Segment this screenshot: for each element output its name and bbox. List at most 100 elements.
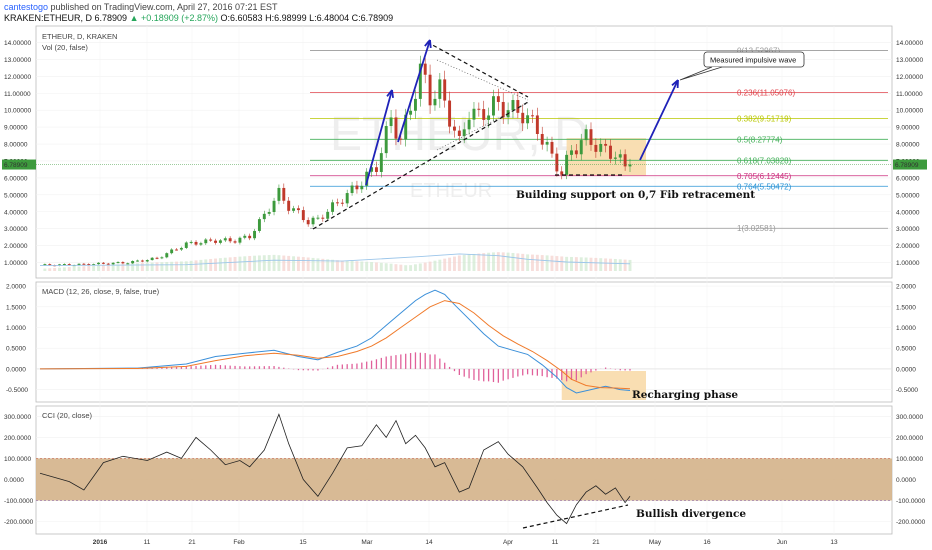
volume-bar bbox=[453, 256, 456, 271]
candle-body bbox=[248, 235, 252, 239]
price-tick-right: 13.00000 bbox=[896, 57, 923, 64]
fib-label: 0.236(11.05076) bbox=[737, 88, 795, 97]
candle-body bbox=[453, 126, 456, 131]
cci-tick-right: -100.0000 bbox=[896, 498, 926, 505]
volume-bar bbox=[492, 252, 495, 271]
volume-bar bbox=[165, 261, 169, 271]
candle-body bbox=[97, 262, 100, 265]
candle-body bbox=[428, 74, 432, 106]
candle-body bbox=[618, 154, 622, 158]
cci-tick-right: 300.0000 bbox=[896, 414, 923, 421]
candle-body bbox=[238, 237, 242, 243]
candle-body bbox=[389, 117, 393, 127]
volume-bar bbox=[204, 259, 208, 271]
candle-body bbox=[472, 108, 476, 120]
volume-bar bbox=[282, 255, 286, 271]
volume-bar bbox=[233, 256, 237, 271]
cci-tick-left: 200.0000 bbox=[4, 435, 31, 442]
volume-bar bbox=[194, 260, 198, 271]
macd-title: MACD (12, 26, close, 9, false, true) bbox=[42, 287, 160, 296]
candle-body bbox=[116, 262, 120, 264]
volume-bar bbox=[555, 256, 559, 271]
volume-bar bbox=[340, 260, 344, 271]
volume-bar bbox=[262, 255, 266, 271]
candle-body bbox=[228, 238, 232, 242]
price-tick-right: 8.00000 bbox=[896, 142, 920, 149]
candle-body bbox=[335, 202, 339, 204]
candle-body bbox=[594, 144, 598, 152]
volume-bar bbox=[521, 253, 525, 271]
candle-body bbox=[175, 249, 178, 251]
price-tick-right: 2.00000 bbox=[896, 243, 920, 250]
volume-bar bbox=[526, 254, 530, 271]
candle-body bbox=[184, 242, 188, 248]
volume-bar bbox=[477, 253, 481, 271]
volume-bar bbox=[257, 255, 261, 271]
price-tick-left: 12.00000 bbox=[4, 74, 31, 81]
price-pane bbox=[35, 25, 893, 279]
candle-body bbox=[628, 164, 632, 167]
divergence-line bbox=[522, 504, 629, 529]
volume-ma-line bbox=[39, 253, 631, 267]
candle-body bbox=[413, 98, 417, 111]
price-tick-left: 14.00000 bbox=[4, 40, 31, 47]
candle-body bbox=[43, 264, 47, 266]
impulse-arrow-2 bbox=[397, 39, 431, 143]
candle-body bbox=[570, 150, 573, 155]
candle-body bbox=[477, 108, 481, 110]
volume-bar bbox=[218, 258, 222, 271]
candle-body bbox=[62, 264, 66, 266]
candle-body bbox=[296, 208, 300, 211]
price-tick-right: 3.00000 bbox=[896, 226, 920, 233]
candle-body bbox=[345, 193, 349, 204]
volume-bar bbox=[145, 262, 149, 271]
volume-bar bbox=[43, 268, 47, 271]
impulse-arrow-1 bbox=[365, 89, 393, 186]
volume-bar bbox=[306, 257, 310, 271]
author-link[interactable]: cantestogo bbox=[4, 2, 49, 12]
volume-bar bbox=[604, 258, 608, 271]
candle-body bbox=[131, 261, 135, 264]
candle-body bbox=[106, 263, 110, 265]
x-tick-label: 16 bbox=[703, 539, 711, 546]
volume-bar bbox=[370, 262, 374, 271]
fib-label: 0.5(8.27774) bbox=[737, 135, 783, 144]
volume-bar bbox=[199, 259, 203, 271]
candle-body bbox=[496, 96, 500, 102]
candle-body bbox=[150, 257, 154, 261]
candle-body bbox=[282, 187, 286, 201]
x-tick-label: 13 bbox=[830, 539, 838, 546]
volume-bar bbox=[379, 262, 383, 271]
volume-bar bbox=[355, 261, 359, 271]
candle-body bbox=[145, 260, 149, 262]
volume-bar bbox=[243, 256, 247, 271]
impulse-arrow-2-head bbox=[424, 39, 432, 49]
x-tick-label: 15 bbox=[299, 539, 307, 546]
volume-bar bbox=[545, 255, 549, 271]
candle-body bbox=[257, 219, 261, 231]
volume-bar bbox=[345, 260, 349, 271]
price-tick-right: 9.00000 bbox=[896, 125, 920, 132]
candle-body bbox=[540, 133, 544, 145]
volume-bar bbox=[389, 263, 393, 271]
candle-body bbox=[482, 109, 486, 120]
x-tick-label: 2016 bbox=[93, 539, 108, 546]
volume-bar bbox=[589, 257, 593, 271]
macd-tick-left: 2.0000 bbox=[6, 284, 26, 291]
volume-bar bbox=[72, 266, 76, 271]
volume-bar bbox=[116, 264, 120, 271]
price-change: ▲ +0.18909 (+2.87%) bbox=[129, 13, 219, 23]
cci-tick-right: -200.0000 bbox=[896, 519, 926, 526]
volume-bar bbox=[184, 261, 188, 271]
volume-bar bbox=[214, 258, 217, 271]
volume-bar bbox=[487, 252, 491, 271]
volume-bar bbox=[482, 253, 486, 271]
x-tick-label: Feb bbox=[233, 539, 245, 546]
candle-body bbox=[613, 157, 617, 159]
volume-bar bbox=[67, 267, 71, 271]
volume-bar bbox=[418, 263, 422, 271]
price-tick-right: 11.00000 bbox=[896, 91, 923, 98]
candle-body bbox=[579, 140, 583, 155]
watermark-pair: ETHEUR bbox=[410, 180, 492, 202]
